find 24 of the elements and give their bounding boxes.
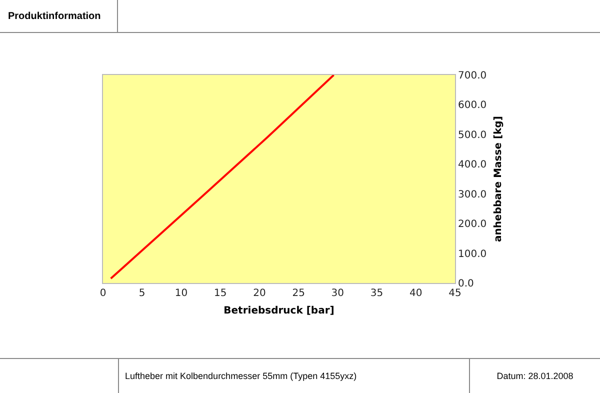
y-axis-title: anhebbare Masse [kg] bbox=[493, 116, 504, 242]
x-tick-label: 20 bbox=[253, 288, 266, 299]
x-tick-label: 35 bbox=[370, 288, 384, 299]
y-tick-label: 400.0 bbox=[458, 160, 487, 171]
x-tick-label: 5 bbox=[138, 288, 146, 299]
text: Luftheber mit Kolbendurchmesser 55mm (Typen 4155yxz) bbox=[118, 359, 470, 393]
x-tick-label: 15 bbox=[214, 288, 227, 299]
y-tick-label: 500.0 bbox=[458, 130, 487, 141]
y-tick-label: 300.0 bbox=[458, 189, 487, 200]
y-tick-label: 200.0 bbox=[458, 219, 487, 230]
y-tick-label: 100.0 bbox=[458, 248, 487, 260]
chart-title: Produktinformation bbox=[0, 0, 118, 33]
x-axis-title: Betriebsdruck [bar] bbox=[224, 306, 334, 316]
y-tick-label: 0.0 bbox=[458, 278, 474, 290]
x-tick-label: 25 bbox=[292, 288, 305, 299]
x-tick-label: 10 bbox=[174, 288, 188, 299]
x-tick-label: 40 bbox=[410, 288, 422, 299]
text: Datum: 28.01.2008 bbox=[496, 370, 574, 383]
y-tick-label: 600.0 bbox=[458, 100, 487, 112]
line-series bbox=[110, 75, 335, 280]
x-tick-label: 0 bbox=[100, 288, 106, 299]
x-tick-label: 45 bbox=[448, 288, 462, 299]
y-tick-label: 700.0 bbox=[458, 70, 487, 82]
x-tick-label: 30 bbox=[331, 288, 344, 299]
